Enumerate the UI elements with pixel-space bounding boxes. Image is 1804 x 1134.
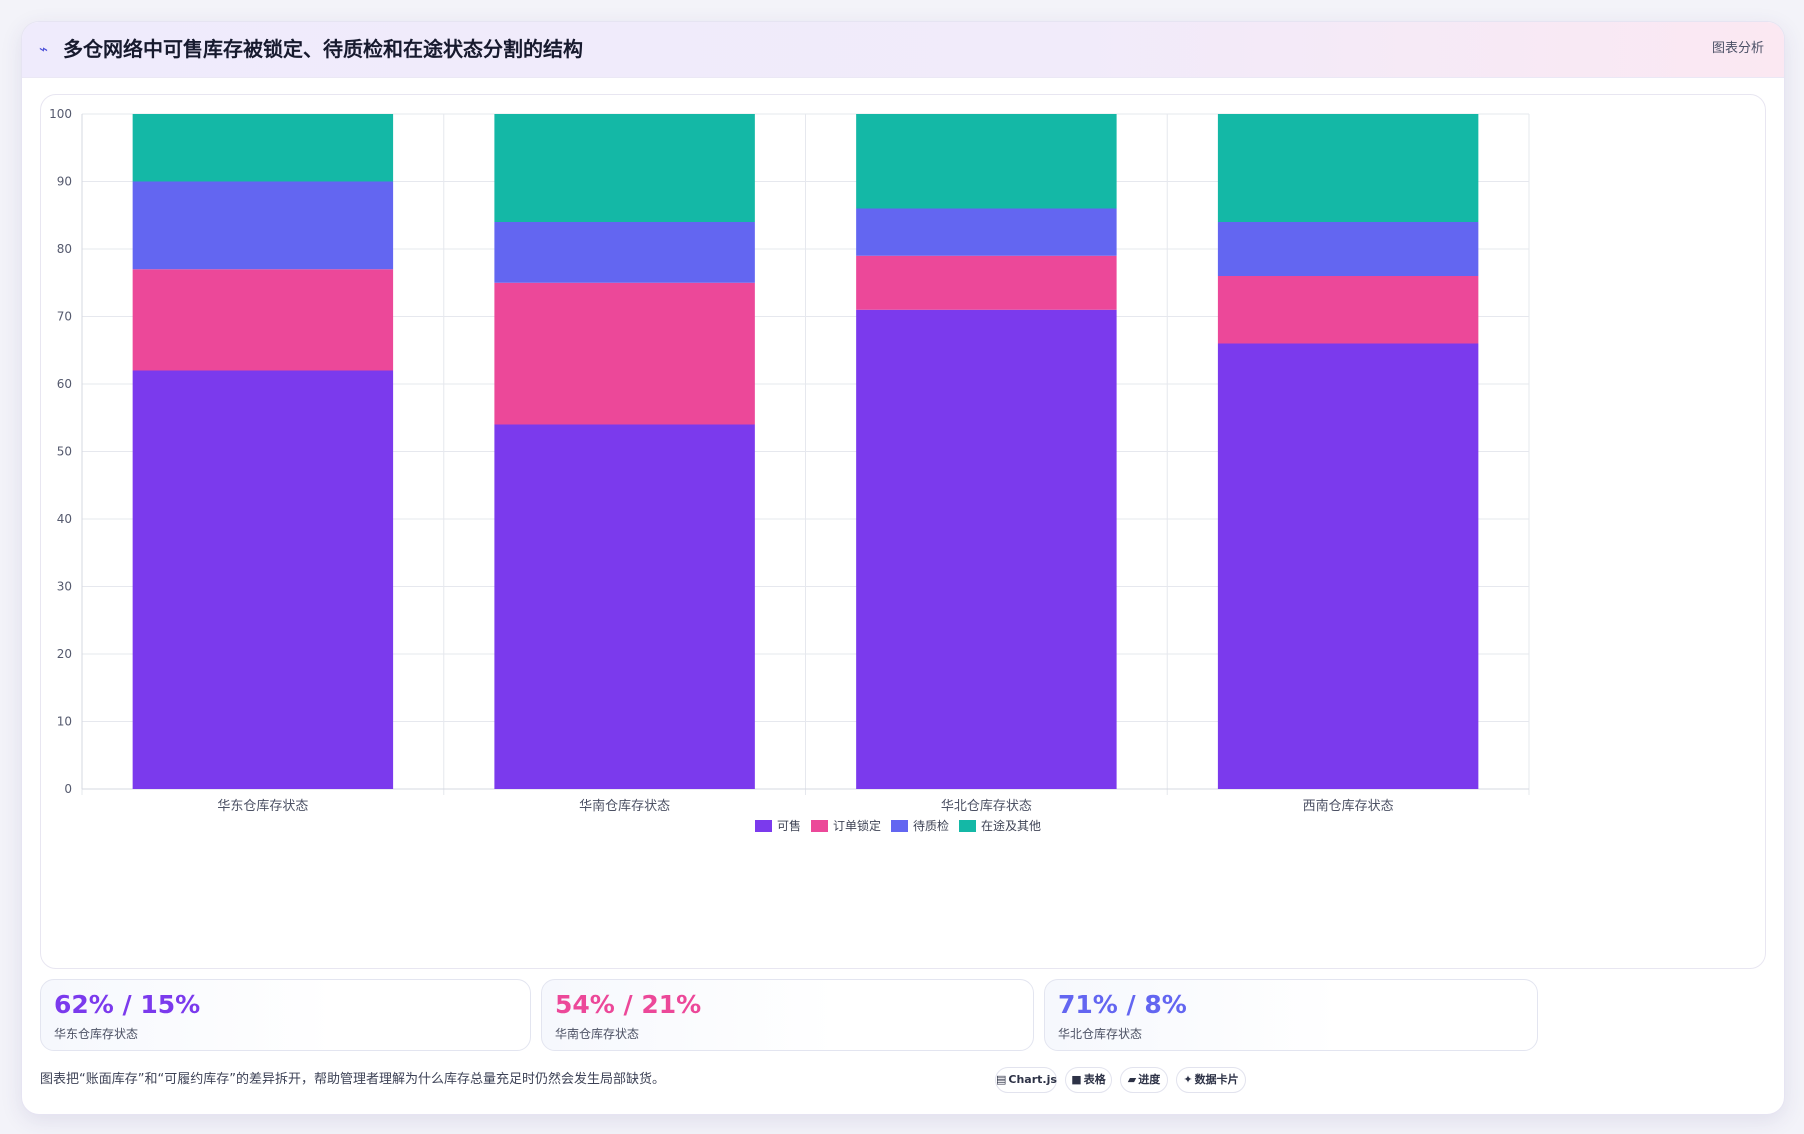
- legend-label: 订单锁定: [833, 818, 881, 833]
- bar-segment: [1217, 276, 1479, 344]
- stat-label: 华北仓库存状态: [1058, 1027, 1143, 1041]
- chip-label: 进度: [1138, 1073, 1161, 1086]
- y-tick-label: 100: [49, 107, 72, 121]
- y-tick-label: 0: [64, 782, 72, 796]
- chip-data-card[interactable]: ✦ 数据卡片: [1176, 1067, 1246, 1093]
- chart-card: ⌁ 多仓网络中可售库存被锁定、待质检和在途状态分割的结构 图表分析 0 10 20 3…: [21, 21, 1785, 1115]
- legend-label: 待质检: [913, 818, 949, 833]
- chip-label: Chart.js: [1008, 1073, 1057, 1086]
- stat-label: 华南仓库存状态: [555, 1027, 640, 1041]
- bar-segment: [494, 424, 755, 789]
- bar-segment: [856, 309, 1117, 789]
- bar-segment: [494, 222, 755, 283]
- y-tick-label: 80: [57, 242, 72, 256]
- legend-label: 在途及其他: [981, 818, 1041, 833]
- table-icon: ■: [1071, 1073, 1082, 1086]
- legend-swatch: [959, 820, 976, 832]
- chip-label: 表格: [1083, 1073, 1106, 1086]
- y-tick-label: 60: [57, 377, 72, 391]
- sparkle-icon: ✦: [1183, 1073, 1193, 1086]
- stat-card-east: 62% / 15% 华东仓库存状态: [40, 979, 531, 1051]
- progress-icon: ▰: [1127, 1073, 1137, 1086]
- y-tick-label: 30: [57, 580, 72, 594]
- bar-segment: [856, 255, 1117, 310]
- chart-panel: 0 10 20 30 40 50 60 70 80 90 100 华东仓库存状态 华南仓库存状态 华北仓库…: [40, 94, 1766, 969]
- legend-label: 可售: [777, 818, 801, 833]
- y-tick-label: 20: [57, 647, 72, 661]
- x-tick-label: 华北仓库存状态: [941, 798, 1032, 814]
- y-tick-label: 10: [57, 715, 72, 729]
- y-tick-label: 90: [57, 175, 72, 189]
- chart-analysis-link[interactable]: 图表分析: [1711, 41, 1764, 56]
- chip-table[interactable]: ■ 表格: [1065, 1067, 1112, 1093]
- bar-segment: [132, 114, 394, 182]
- legend-swatch: [811, 820, 828, 832]
- card-header: ⌁ 多仓网络中可售库存被锁定、待质检和在途状态分割的结构 图表分析: [22, 22, 1784, 78]
- stat-card-north: 71% / 8% 华北仓库存状态: [1044, 979, 1538, 1051]
- bar-segment: [856, 208, 1117, 256]
- y-tick-label: 70: [57, 310, 72, 324]
- stat-value: 71% / 8%: [1058, 990, 1187, 1019]
- chart-icon: ▤: [996, 1073, 1007, 1086]
- bar-segment: [856, 114, 1117, 209]
- stacked-bar-chart: 0 10 20 30 40 50 60 70 80 90 100 华东仓库存状态 华南仓库存状态 华北仓库…: [49, 107, 1530, 833]
- chip-progress[interactable]: ▰ 进度: [1120, 1067, 1168, 1093]
- y-tick-label: 50: [57, 445, 72, 459]
- bar-segment: [1217, 114, 1479, 222]
- legend-swatch: [891, 820, 908, 832]
- chart-title: 多仓网络中可售库存被锁定、待质检和在途状态分割的结构: [63, 37, 583, 61]
- chip-label: 数据卡片: [1194, 1073, 1239, 1086]
- stat-card-south: 54% / 21% 华南仓库存状态: [541, 979, 1034, 1051]
- bar-segment: [132, 269, 394, 371]
- x-tick-label: 华东仓库存状态: [217, 798, 308, 814]
- legend-swatch: [755, 820, 772, 832]
- x-tick-label: 华南仓库存状态: [579, 798, 670, 814]
- x-tick-label: 西南仓库存状态: [1303, 798, 1394, 814]
- y-tick-label: 40: [57, 512, 72, 526]
- bar-segment: [494, 114, 755, 222]
- stat-label: 华东仓库存状态: [54, 1027, 139, 1041]
- bar-segment: [1217, 343, 1479, 789]
- bar-segment: [132, 181, 394, 270]
- stat-value: 54% / 21%: [555, 990, 702, 1019]
- bar-segment: [132, 370, 394, 789]
- chip-chartjs[interactable]: ▤ Chart.js: [995, 1067, 1057, 1093]
- trend-icon: ⌁: [39, 40, 49, 58]
- bar-segment: [494, 282, 755, 425]
- bar-segment: [1217, 222, 1479, 276]
- stat-value: 62% / 15%: [54, 990, 201, 1019]
- footer-note: 图表把“账面库存”和“可履约库存”的差异拆开，帮助管理者理解为什么库存总量充足时…: [40, 1072, 665, 1087]
